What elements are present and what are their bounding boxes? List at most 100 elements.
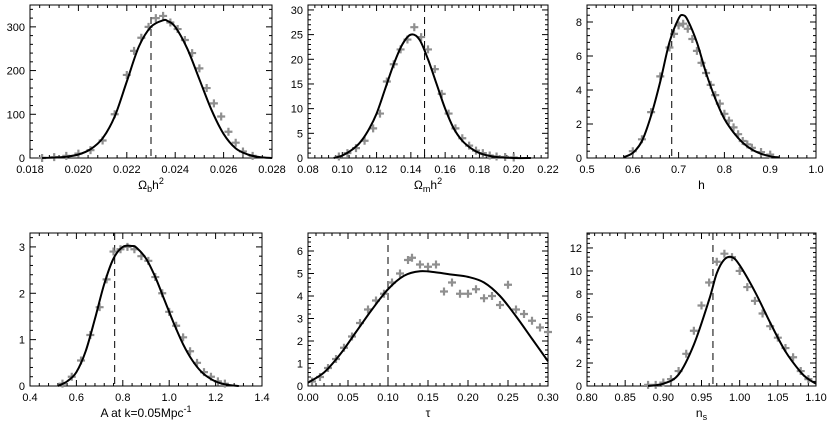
sample-point — [410, 23, 419, 32]
sample-point — [512, 305, 520, 314]
sample-point — [544, 328, 552, 336]
y-tick-label: 0 — [297, 153, 303, 165]
likelihood-curve — [42, 18, 273, 159]
y-tick-label: 300 — [7, 22, 25, 34]
x-tick-label: 0.25 — [497, 392, 518, 404]
sample-point — [536, 323, 544, 332]
x-tick-label: 0.7 — [671, 164, 686, 176]
y-tick-label: 0 — [297, 381, 303, 393]
x-tick-label: 1.05 — [767, 392, 788, 404]
x-axis-label: Ωmh2 — [414, 176, 442, 194]
x-tick-label: 0.15 — [417, 392, 438, 404]
x-tick-label: 0.6 — [69, 392, 84, 404]
sample-point — [109, 247, 118, 256]
x-tick-label: 0.5 — [579, 164, 594, 176]
x-tick-label: 0.018 — [16, 164, 44, 176]
plot-frame — [307, 4, 549, 159]
y-tick-label: 4 — [297, 291, 303, 303]
sample-point — [705, 278, 714, 287]
sample-point — [496, 301, 504, 309]
x-tick-label: 0.22 — [537, 164, 558, 176]
x-tick-label: 0.16 — [434, 164, 455, 176]
x-tick-label: 1.00 — [729, 392, 750, 404]
x-tick-label: 0.020 — [65, 164, 93, 176]
likelihood-curve — [333, 33, 531, 160]
sample-point — [528, 316, 536, 325]
x-tick-label: 0.8 — [717, 164, 732, 176]
x-tick-label: 0.85 — [614, 392, 635, 404]
sample-point — [159, 11, 168, 20]
y-tick-label: 2 — [19, 288, 25, 300]
y-tick-label: 5 — [297, 269, 303, 281]
y-tick-label: 10 — [570, 266, 582, 278]
sample-point — [504, 280, 512, 289]
sample-point — [424, 45, 432, 54]
x-tick-label: 1.10 — [805, 392, 826, 404]
sample-point — [209, 99, 218, 108]
sample-point — [743, 283, 752, 292]
plot-frame — [586, 232, 817, 387]
y-tick-label: 0 — [576, 153, 582, 165]
y-tick-label: 15 — [291, 79, 303, 91]
x-axis-label: h — [698, 178, 705, 192]
y-tick-label: 30 — [291, 5, 303, 17]
likelihood-curve — [57, 244, 239, 387]
y-tick-label: 12 — [570, 243, 582, 255]
y-tick-label: 100 — [7, 109, 25, 121]
y-tick-label: 0 — [19, 153, 25, 165]
x-tick-label: 0.05 — [337, 392, 358, 404]
y-tick-label: 2 — [576, 119, 582, 131]
sample-point — [224, 127, 233, 136]
panel-2: 0.08 0.10 0.12 0.14 0.16 0.18 0.20 0.22 0 5 10 15 20… — [291, 4, 559, 194]
x-tick-label: 0.8 — [115, 392, 130, 404]
sample-point — [472, 285, 480, 294]
x-tick-label: 0.022 — [113, 164, 141, 176]
x-tick-label: 0.14 — [400, 164, 421, 176]
sample-point — [231, 138, 240, 147]
sample-point — [480, 294, 488, 303]
x-axis-label: ns — [696, 406, 708, 422]
y-tick-label: 6 — [576, 51, 582, 63]
x-axis-label: A at k=0.05Mpc-1 — [100, 404, 191, 420]
sample-point — [683, 24, 692, 33]
sample-point — [424, 262, 432, 271]
sample-point — [195, 64, 204, 73]
sample-point — [488, 292, 496, 300]
x-tick-label: 0.90 — [653, 392, 674, 404]
x-tick-label: 0.00 — [297, 392, 318, 404]
y-tick-label: 200 — [7, 66, 25, 78]
y-tick-label: 2 — [576, 358, 582, 370]
sample-point — [432, 260, 440, 269]
x-tick-label: 0.9 — [763, 164, 778, 176]
sample-point — [456, 289, 464, 298]
sample-point — [151, 14, 160, 23]
y-tick-label: 6 — [297, 246, 303, 258]
y-tick-label: 1 — [19, 335, 25, 347]
panel-1: 0.018 0.020 0.022 0.024 0.026 0.028 0 100 200 300… — [7, 4, 286, 194]
panel-5: 0.00 0.05 0.10 0.15 0.20 0.25 0.30 0 1 2 3 4 5 6 τ — [297, 232, 559, 420]
plot-frame — [586, 4, 817, 159]
panel-6: 0.80 0.85 0.90 0.95 1.00 1.05 1.10 0 2 4 6 8 10 12 ns — [570, 232, 827, 422]
y-tick-label: 0 — [576, 381, 582, 393]
y-tick-label: 4 — [576, 335, 582, 347]
x-tick-label: 0.08 — [297, 164, 318, 176]
y-tick-label: 4 — [576, 85, 582, 97]
plot-frame — [29, 232, 263, 387]
sample-point — [396, 269, 404, 278]
x-tick-label: 0.95 — [691, 392, 712, 404]
y-tick-label: 8 — [576, 289, 582, 301]
sample-point — [217, 112, 226, 121]
sample-point — [689, 326, 698, 335]
sample-point — [520, 310, 528, 318]
x-tick-label: 1.2 — [208, 392, 223, 404]
x-tick-label: 0.30 — [537, 392, 558, 404]
sample-point — [440, 287, 448, 296]
x-tick-label: 0.6 — [625, 164, 640, 176]
x-tick-label: 0.10 — [332, 164, 353, 176]
sample-point — [750, 296, 759, 305]
y-tick-label: 10 — [291, 104, 303, 116]
x-tick-label: 0.80 — [576, 392, 597, 404]
sample-point — [697, 301, 706, 310]
y-tick-label: 6 — [576, 312, 582, 324]
